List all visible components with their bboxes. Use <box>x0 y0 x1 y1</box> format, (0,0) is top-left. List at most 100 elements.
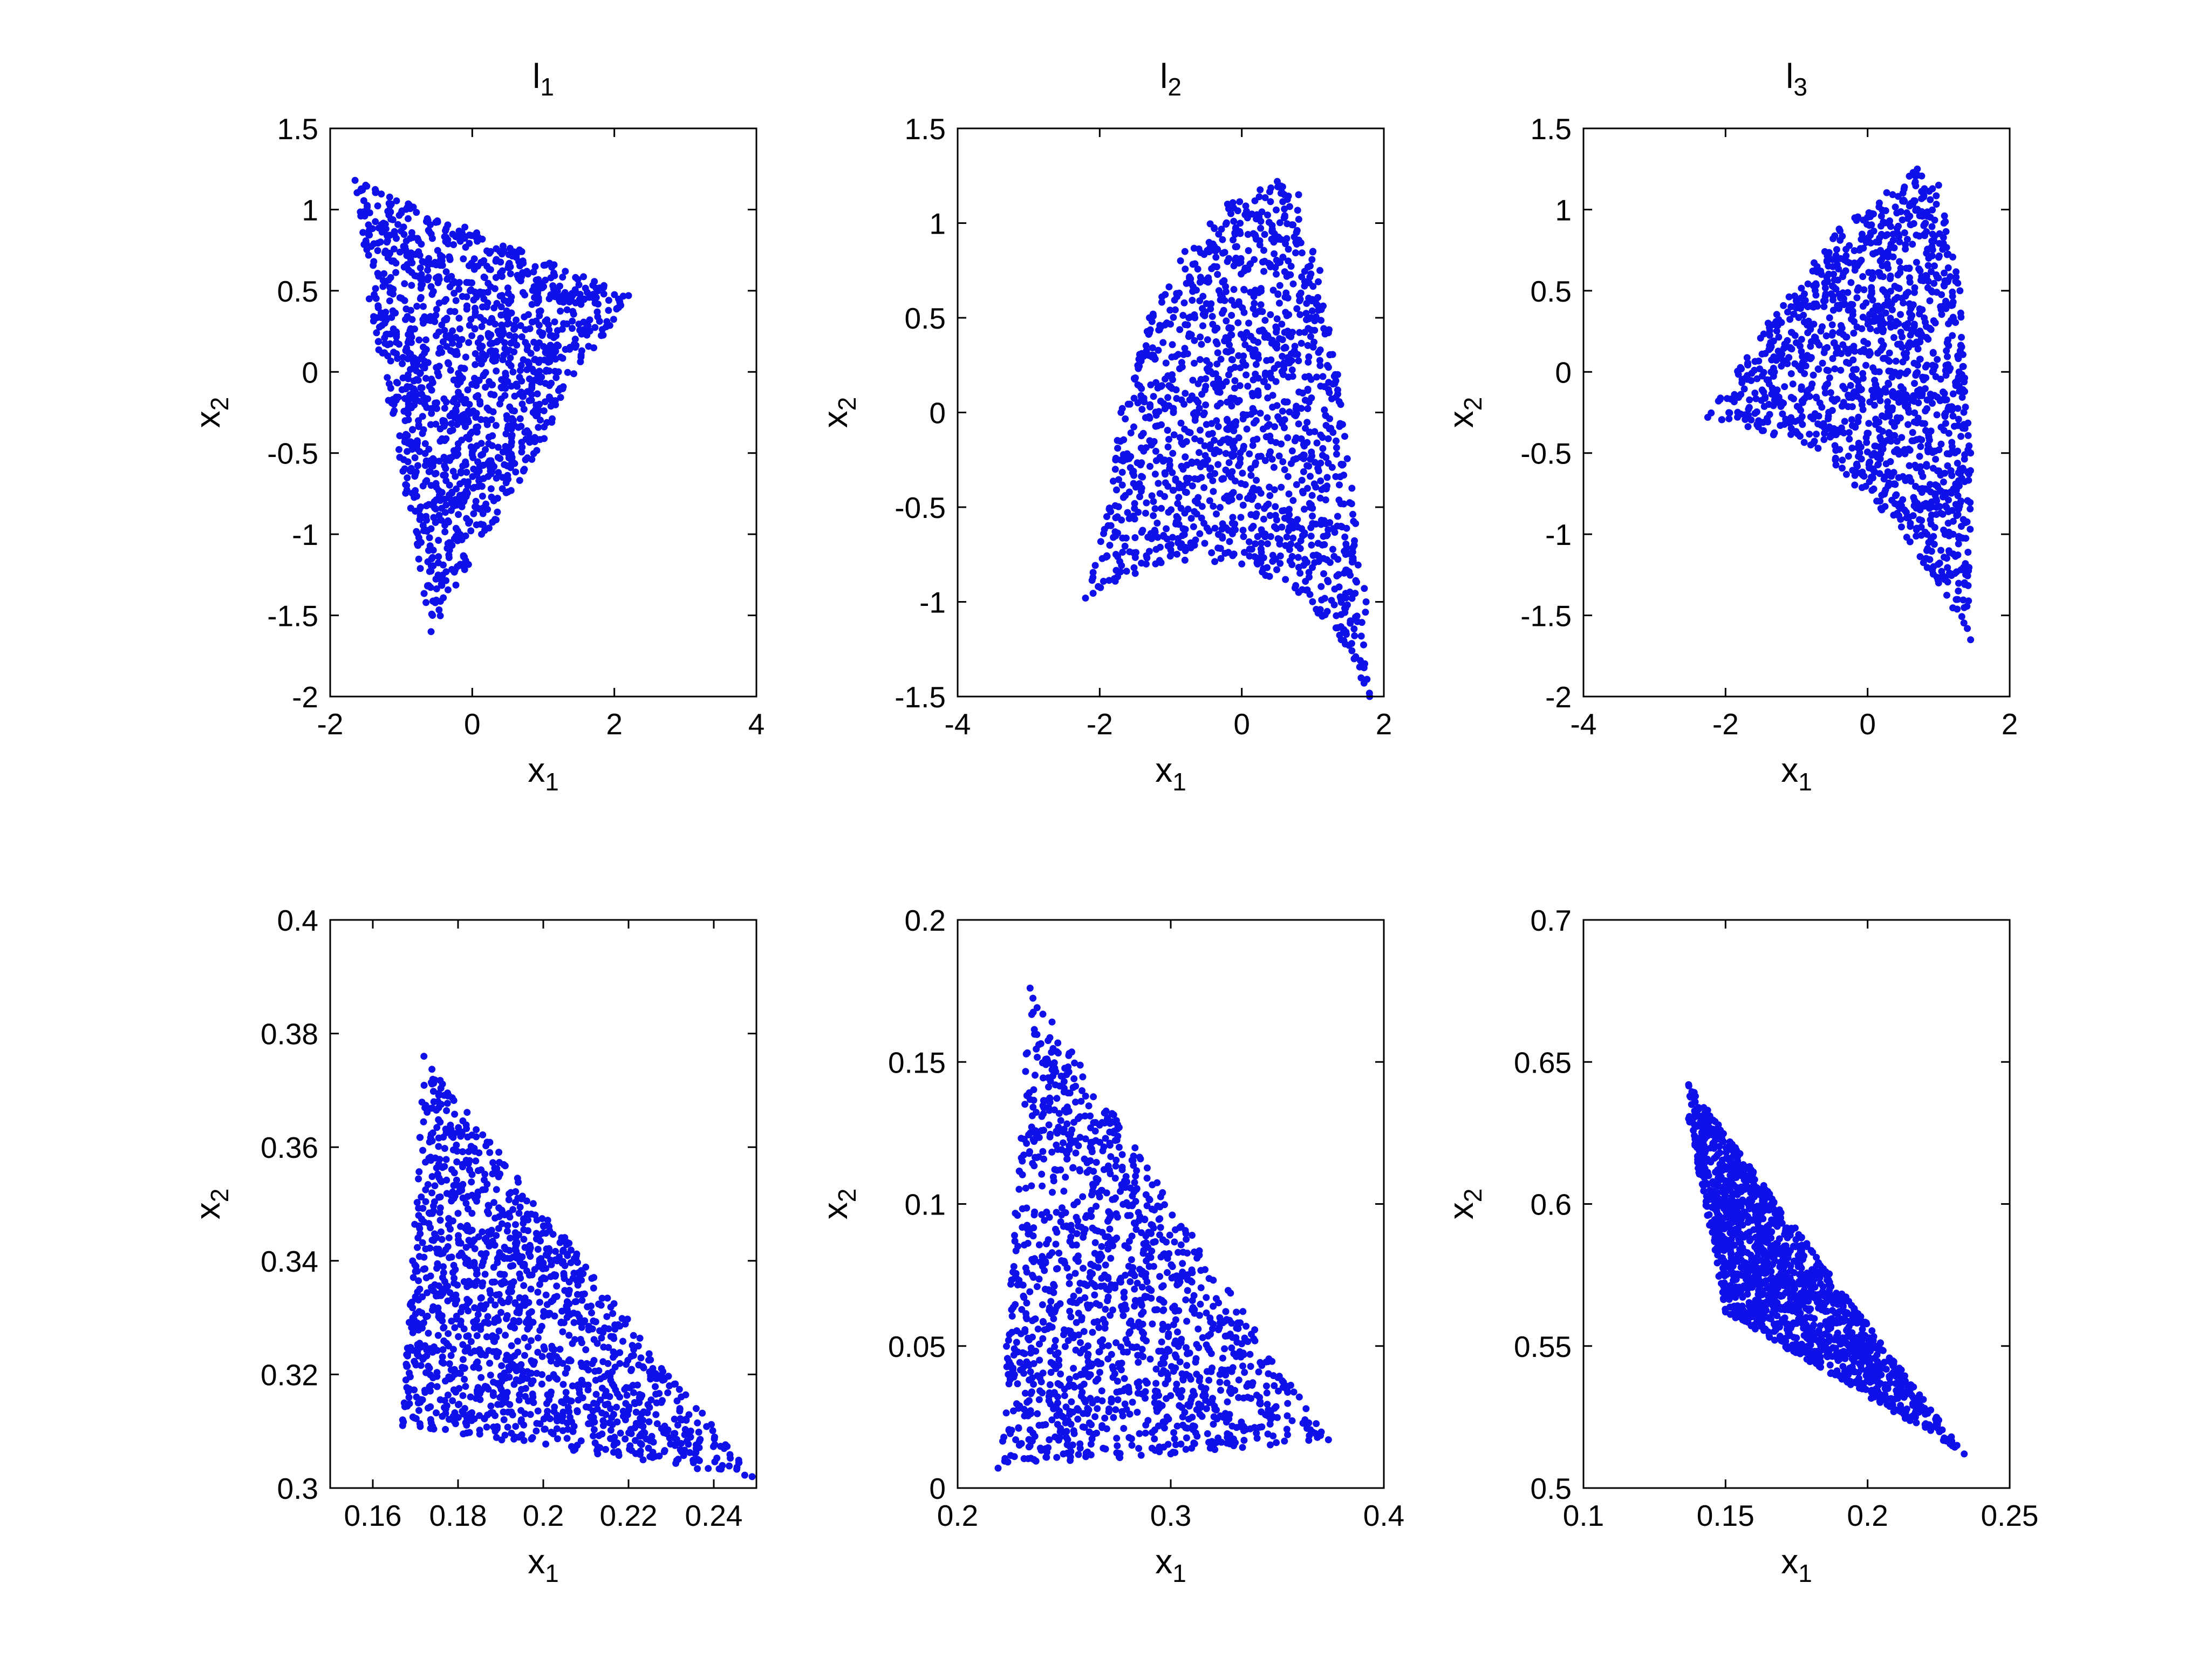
y-tick-label: -0.5 <box>267 437 318 470</box>
scatter-point <box>563 320 571 327</box>
scatter-point <box>1281 515 1288 522</box>
scatter-point <box>432 402 439 410</box>
scatter-point <box>1908 312 1916 319</box>
scatter-point <box>476 476 484 483</box>
scatter-point <box>381 349 388 357</box>
scatter-point <box>1235 301 1243 308</box>
scatter-point <box>407 441 414 448</box>
scatter-point <box>493 256 500 263</box>
scatter-point <box>1206 465 1213 473</box>
scatter-point <box>447 308 454 315</box>
scatter-point <box>1274 259 1282 267</box>
scatter-point <box>1154 422 1162 429</box>
scatter-point <box>1235 462 1242 469</box>
scatter-point <box>1957 313 1965 321</box>
scatter-point <box>1295 292 1303 299</box>
scatter-point <box>485 440 493 447</box>
scatter-point <box>479 343 486 350</box>
scatter-point <box>1827 389 1834 397</box>
scatter-point <box>405 215 412 222</box>
scatter-point <box>1273 516 1280 524</box>
scatter-point <box>511 392 518 400</box>
scatter-point <box>393 339 400 346</box>
scatter-point <box>1283 220 1291 228</box>
scatter-point <box>1303 586 1311 593</box>
scatter-point <box>1768 356 1776 364</box>
scatter-point <box>534 371 541 378</box>
scatter-point <box>405 337 413 344</box>
scatter-point <box>1257 224 1265 232</box>
scatter-point <box>473 425 480 433</box>
scatter-point <box>1727 395 1735 403</box>
scatter-point <box>1317 583 1325 590</box>
scatter-point <box>1227 210 1234 217</box>
scatter-point <box>1213 510 1220 518</box>
scatter-point <box>1271 423 1279 431</box>
scatter-point <box>498 272 506 280</box>
scatter-point <box>446 457 453 464</box>
scatter-point <box>1906 538 1914 545</box>
scatter-point <box>1111 466 1119 473</box>
scatter-point <box>528 385 535 392</box>
scatter-point <box>1309 513 1316 520</box>
scatter-point <box>1938 291 1945 298</box>
scatter-point <box>1876 497 1884 505</box>
scatter-point <box>1858 470 1866 477</box>
scatter-point <box>496 1170 504 1178</box>
scatter-point <box>1948 472 1956 479</box>
scatter-point <box>1858 401 1866 408</box>
scatter-point <box>1911 380 1918 387</box>
scatter-point <box>1906 264 1913 272</box>
scatter-point <box>425 255 433 262</box>
scatter-point <box>1328 463 1336 471</box>
scatter-point <box>1325 386 1332 393</box>
scatter-point <box>440 594 447 602</box>
scatter-point <box>1337 401 1344 408</box>
scatter-point <box>1308 256 1316 263</box>
scatter-point <box>1145 352 1152 359</box>
scatter-point <box>1246 450 1253 458</box>
scatter-point <box>1916 506 1924 514</box>
scatter-point <box>1200 409 1208 417</box>
scatter-point <box>1267 437 1275 445</box>
scatter-point <box>1164 443 1172 451</box>
scatter-point <box>1130 480 1137 487</box>
scatter-point <box>1880 342 1887 349</box>
scatter-point <box>548 263 556 271</box>
scatter-point <box>471 325 479 332</box>
scatter-point <box>438 349 446 356</box>
scatter-point <box>1916 516 1923 523</box>
scatter-point <box>1252 361 1260 368</box>
scatter-point <box>1896 258 1903 265</box>
scatter-point <box>1896 414 1904 422</box>
scatter-point <box>507 354 514 361</box>
scatter-point <box>386 297 393 305</box>
scatter-point <box>493 474 500 482</box>
scatter-point <box>1897 523 1905 531</box>
scatter-point <box>1321 611 1329 618</box>
scatter-point <box>1896 238 1903 245</box>
scatter-point <box>460 255 467 263</box>
scatter-point <box>548 379 555 387</box>
scatter-point <box>600 290 607 298</box>
scatter-point <box>1091 562 1099 569</box>
scatter-point <box>1913 258 1920 266</box>
scatter-point <box>537 1237 544 1245</box>
scatter-point <box>1940 234 1947 241</box>
scatter-point <box>1964 419 1972 427</box>
scatter-point <box>1204 336 1211 344</box>
scatter-point <box>1848 416 1855 424</box>
scatter-point <box>493 245 500 253</box>
scatter-point <box>1900 299 1907 306</box>
scatter-point <box>1172 353 1179 360</box>
scatter-point <box>1146 414 1153 422</box>
scatter-point <box>435 299 443 307</box>
scatter-point <box>373 329 380 337</box>
scatter-point <box>1856 245 1864 253</box>
scatter-point <box>1175 494 1183 501</box>
scatter-point <box>1298 476 1306 484</box>
scatter-point <box>1928 548 1935 555</box>
scatter-point <box>619 292 627 300</box>
scatter-point <box>1275 299 1283 307</box>
scatter-point <box>441 405 448 412</box>
